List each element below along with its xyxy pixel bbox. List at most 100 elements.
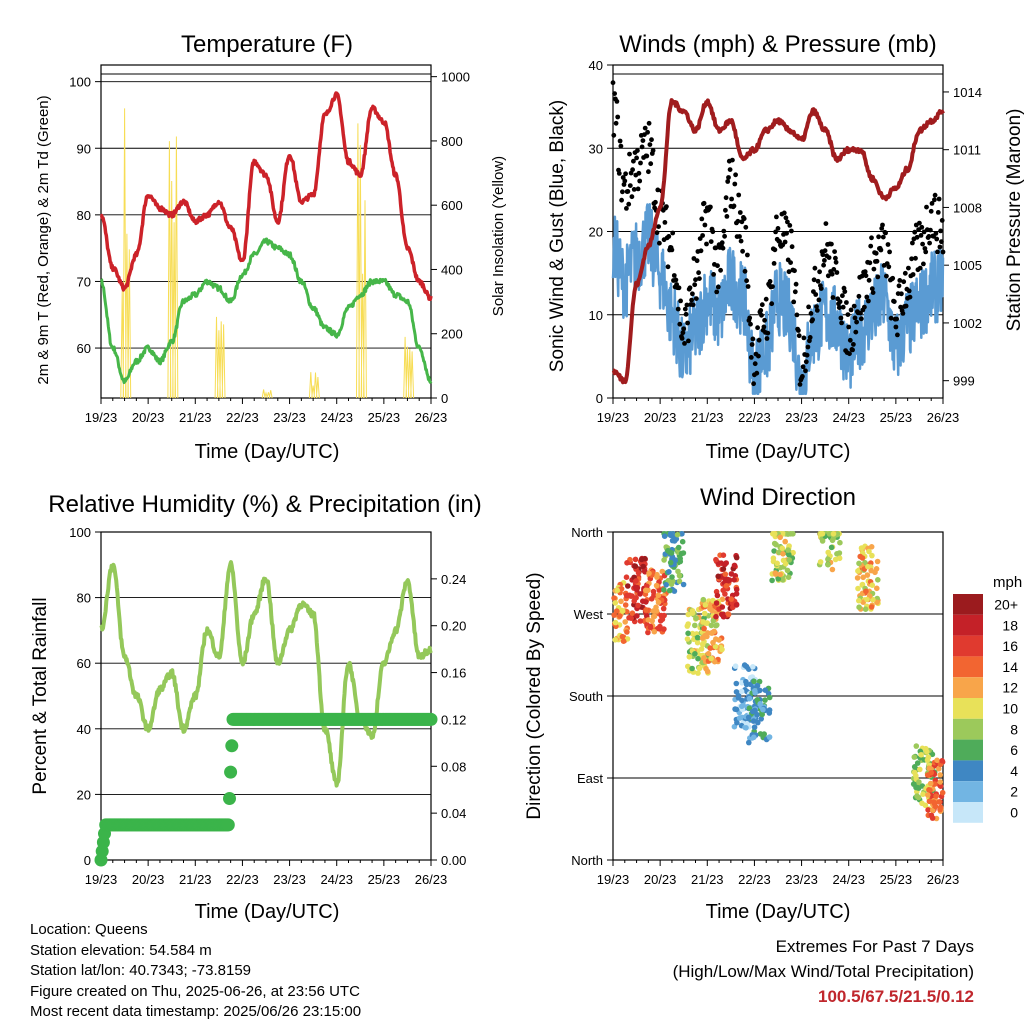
gust-point <box>617 138 623 144</box>
direction-point <box>914 760 921 766</box>
gust-point <box>797 382 803 387</box>
humidity-y-tick-label: 20 <box>77 787 91 802</box>
gust-point <box>903 303 909 309</box>
direction-point <box>911 769 918 776</box>
direction-point <box>770 555 777 561</box>
gust-point <box>611 132 617 138</box>
direction-point <box>868 567 874 574</box>
direction-point <box>650 608 656 614</box>
direction-point <box>618 598 624 605</box>
direction-point <box>927 780 934 787</box>
gust-point <box>733 172 738 178</box>
direction-point <box>720 552 727 558</box>
direction-point <box>738 688 745 695</box>
direction-point <box>739 703 745 710</box>
direction-point <box>722 591 728 597</box>
direction-point <box>918 752 924 758</box>
gust-point <box>754 370 760 376</box>
winds-y2-tick-label: 1005 <box>953 258 982 273</box>
direction-point <box>866 548 872 555</box>
direction-point <box>711 628 717 635</box>
legend-label: 16 <box>1002 638 1018 654</box>
gust-point <box>840 293 845 299</box>
x-tick-label-wind-direction: 22/23 <box>738 872 771 887</box>
gust-point <box>693 277 698 283</box>
gust-point <box>720 245 726 251</box>
direction-point <box>779 545 786 552</box>
direction-point <box>754 682 761 689</box>
direction-point <box>612 637 618 643</box>
gust-point <box>838 315 844 321</box>
direction-point <box>773 571 779 577</box>
direction-point <box>913 743 920 749</box>
gust-point <box>718 267 723 273</box>
direction-point <box>702 632 708 639</box>
gust-point <box>800 374 805 379</box>
x-tick-label-wind-direction: 24/23 <box>832 872 865 887</box>
x-tick-label-temperature: 21/23 <box>179 410 212 425</box>
gust-point <box>697 276 702 281</box>
gust-point <box>917 220 922 226</box>
direction-point <box>749 674 756 680</box>
gust-point <box>649 137 654 143</box>
precipitation-point <box>224 765 238 779</box>
gust-point <box>830 295 836 300</box>
gust-point <box>793 281 799 287</box>
direction-point <box>685 663 691 670</box>
gust-point <box>829 241 834 247</box>
gust-point <box>714 289 720 295</box>
direction-point <box>864 596 870 603</box>
direction-point <box>766 707 773 713</box>
gust-point <box>936 196 942 202</box>
gust-point <box>770 284 775 289</box>
direction-point <box>733 602 740 608</box>
gust-point <box>933 231 939 236</box>
gust-point <box>920 241 925 247</box>
direction-point <box>643 599 649 605</box>
direction-point <box>655 592 662 599</box>
winds-y-tick-label: 40 <box>589 58 603 73</box>
gust-point <box>822 248 828 254</box>
direction-point <box>856 597 862 604</box>
legend-swatch <box>953 594 983 615</box>
gust-point <box>927 240 932 246</box>
direction-point <box>713 613 719 620</box>
wind-direction-title: Wind Direction <box>700 484 856 511</box>
legend-label: 14 <box>1002 659 1018 675</box>
gust-point <box>775 226 781 231</box>
gust-point <box>653 199 658 205</box>
winds-y-tick-label: 10 <box>589 308 603 323</box>
gust-point <box>848 307 854 313</box>
gust-point <box>852 315 858 321</box>
gust-point <box>737 210 743 215</box>
gust-point <box>866 277 872 283</box>
x-tick-label-humidity: 21/23 <box>179 872 212 887</box>
direction-point <box>760 706 766 713</box>
legend-swatch <box>953 718 983 740</box>
winds-ylabel: Sonic Wind & Gust (Blue, Black) <box>547 100 568 372</box>
direction-point <box>868 604 875 610</box>
temperature-title: Temperature (F) <box>181 31 353 58</box>
gust-point <box>880 234 886 240</box>
gust-point <box>939 218 945 223</box>
gust-point <box>816 297 822 303</box>
gust-point <box>640 138 646 144</box>
gust-point <box>869 235 874 241</box>
direction-point <box>925 807 931 813</box>
direction-point <box>925 792 931 798</box>
direction-point <box>825 556 831 562</box>
direction-point <box>655 599 662 606</box>
x-tick-label-temperature: 24/23 <box>320 410 353 425</box>
direction-point <box>735 695 742 701</box>
gust-point <box>749 342 755 347</box>
gust-point <box>907 294 913 300</box>
gust-point <box>854 319 859 325</box>
humidity-y-tick-label: 60 <box>77 656 91 671</box>
gust-point <box>687 285 693 291</box>
direction-point <box>651 628 658 635</box>
direction-point <box>668 550 675 556</box>
gust-point <box>715 284 721 290</box>
gust-point <box>654 230 660 236</box>
direction-point <box>934 757 940 764</box>
winds-xlabel: Time (Day/UTC) <box>706 441 851 463</box>
